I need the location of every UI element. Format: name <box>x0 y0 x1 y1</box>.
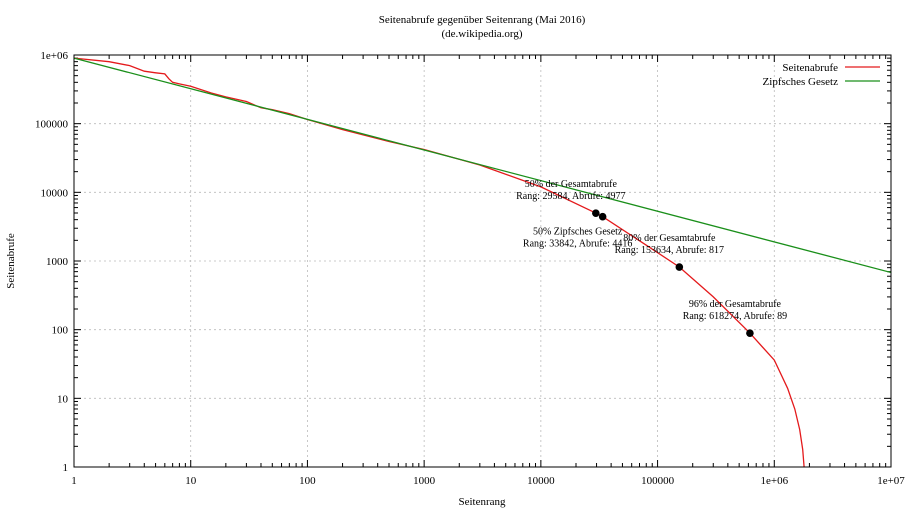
x-tick-label: 100000 <box>641 475 675 487</box>
y-tick-label: 10000 <box>41 187 69 199</box>
annotation-label: Rang: 33842, Abrufe: 4416 <box>523 239 632 250</box>
y-tick-label: 100000 <box>35 119 69 131</box>
y-tick-label: 1e+06 <box>40 50 68 62</box>
y-tick-label: 1000 <box>46 256 69 268</box>
annotation-point <box>675 263 684 271</box>
x-tick-label: 1e+06 <box>760 475 788 487</box>
legend-label: Seitenabrufe <box>782 62 838 74</box>
annotation-label: 50% Zipfsches Gesetz <box>533 227 623 238</box>
y-tick-label: 10 <box>57 393 69 405</box>
annotation-label: 96% der Gesamtabrufe <box>689 299 782 310</box>
series-line-seitenabrufe <box>73 57 805 468</box>
chart-subtitle: (de.wikipedia.org) <box>441 28 522 40</box>
annotation-label: Rang: 29584, Abrufe: 4977 <box>516 191 625 202</box>
x-tick-label: 100 <box>299 475 316 487</box>
annotation-label: Rang: 618274, Abrufe: 89 <box>683 311 787 322</box>
x-axis-label: Seitenrang <box>458 496 506 508</box>
x-tick-label: 1e+07 <box>877 475 905 487</box>
series-line-zipf <box>73 57 892 274</box>
legend: Seitenabrufe Zipfsches Gesetz <box>763 62 880 88</box>
x-tick-label: 1 <box>71 475 77 487</box>
annotation-point <box>592 209 600 217</box>
annotation-label: 50% der Gesamtabrufe <box>525 179 618 190</box>
annotation-label: Rang: 153634, Abrufe: 817 <box>615 245 724 256</box>
x-tick-label: 10 <box>185 475 197 487</box>
plot-frame <box>73 54 892 468</box>
y-axis-label: Seitenabrufe <box>5 233 17 289</box>
annotation-point <box>598 212 607 221</box>
chart-title: Seitenabrufe gegenüber Seitenrang (Mai 2… <box>379 14 586 26</box>
annotation-label: 80% der Gesamtabrufe <box>623 233 716 244</box>
y-tick-label: 100 <box>52 325 69 337</box>
legend-label: Zipfsches Gesetz <box>763 76 839 88</box>
y-tick-label: 1 <box>63 462 69 474</box>
x-tick-label: 1000 <box>413 475 436 487</box>
x-tick-label: 10000 <box>527 475 555 487</box>
annotation-point <box>746 329 754 337</box>
